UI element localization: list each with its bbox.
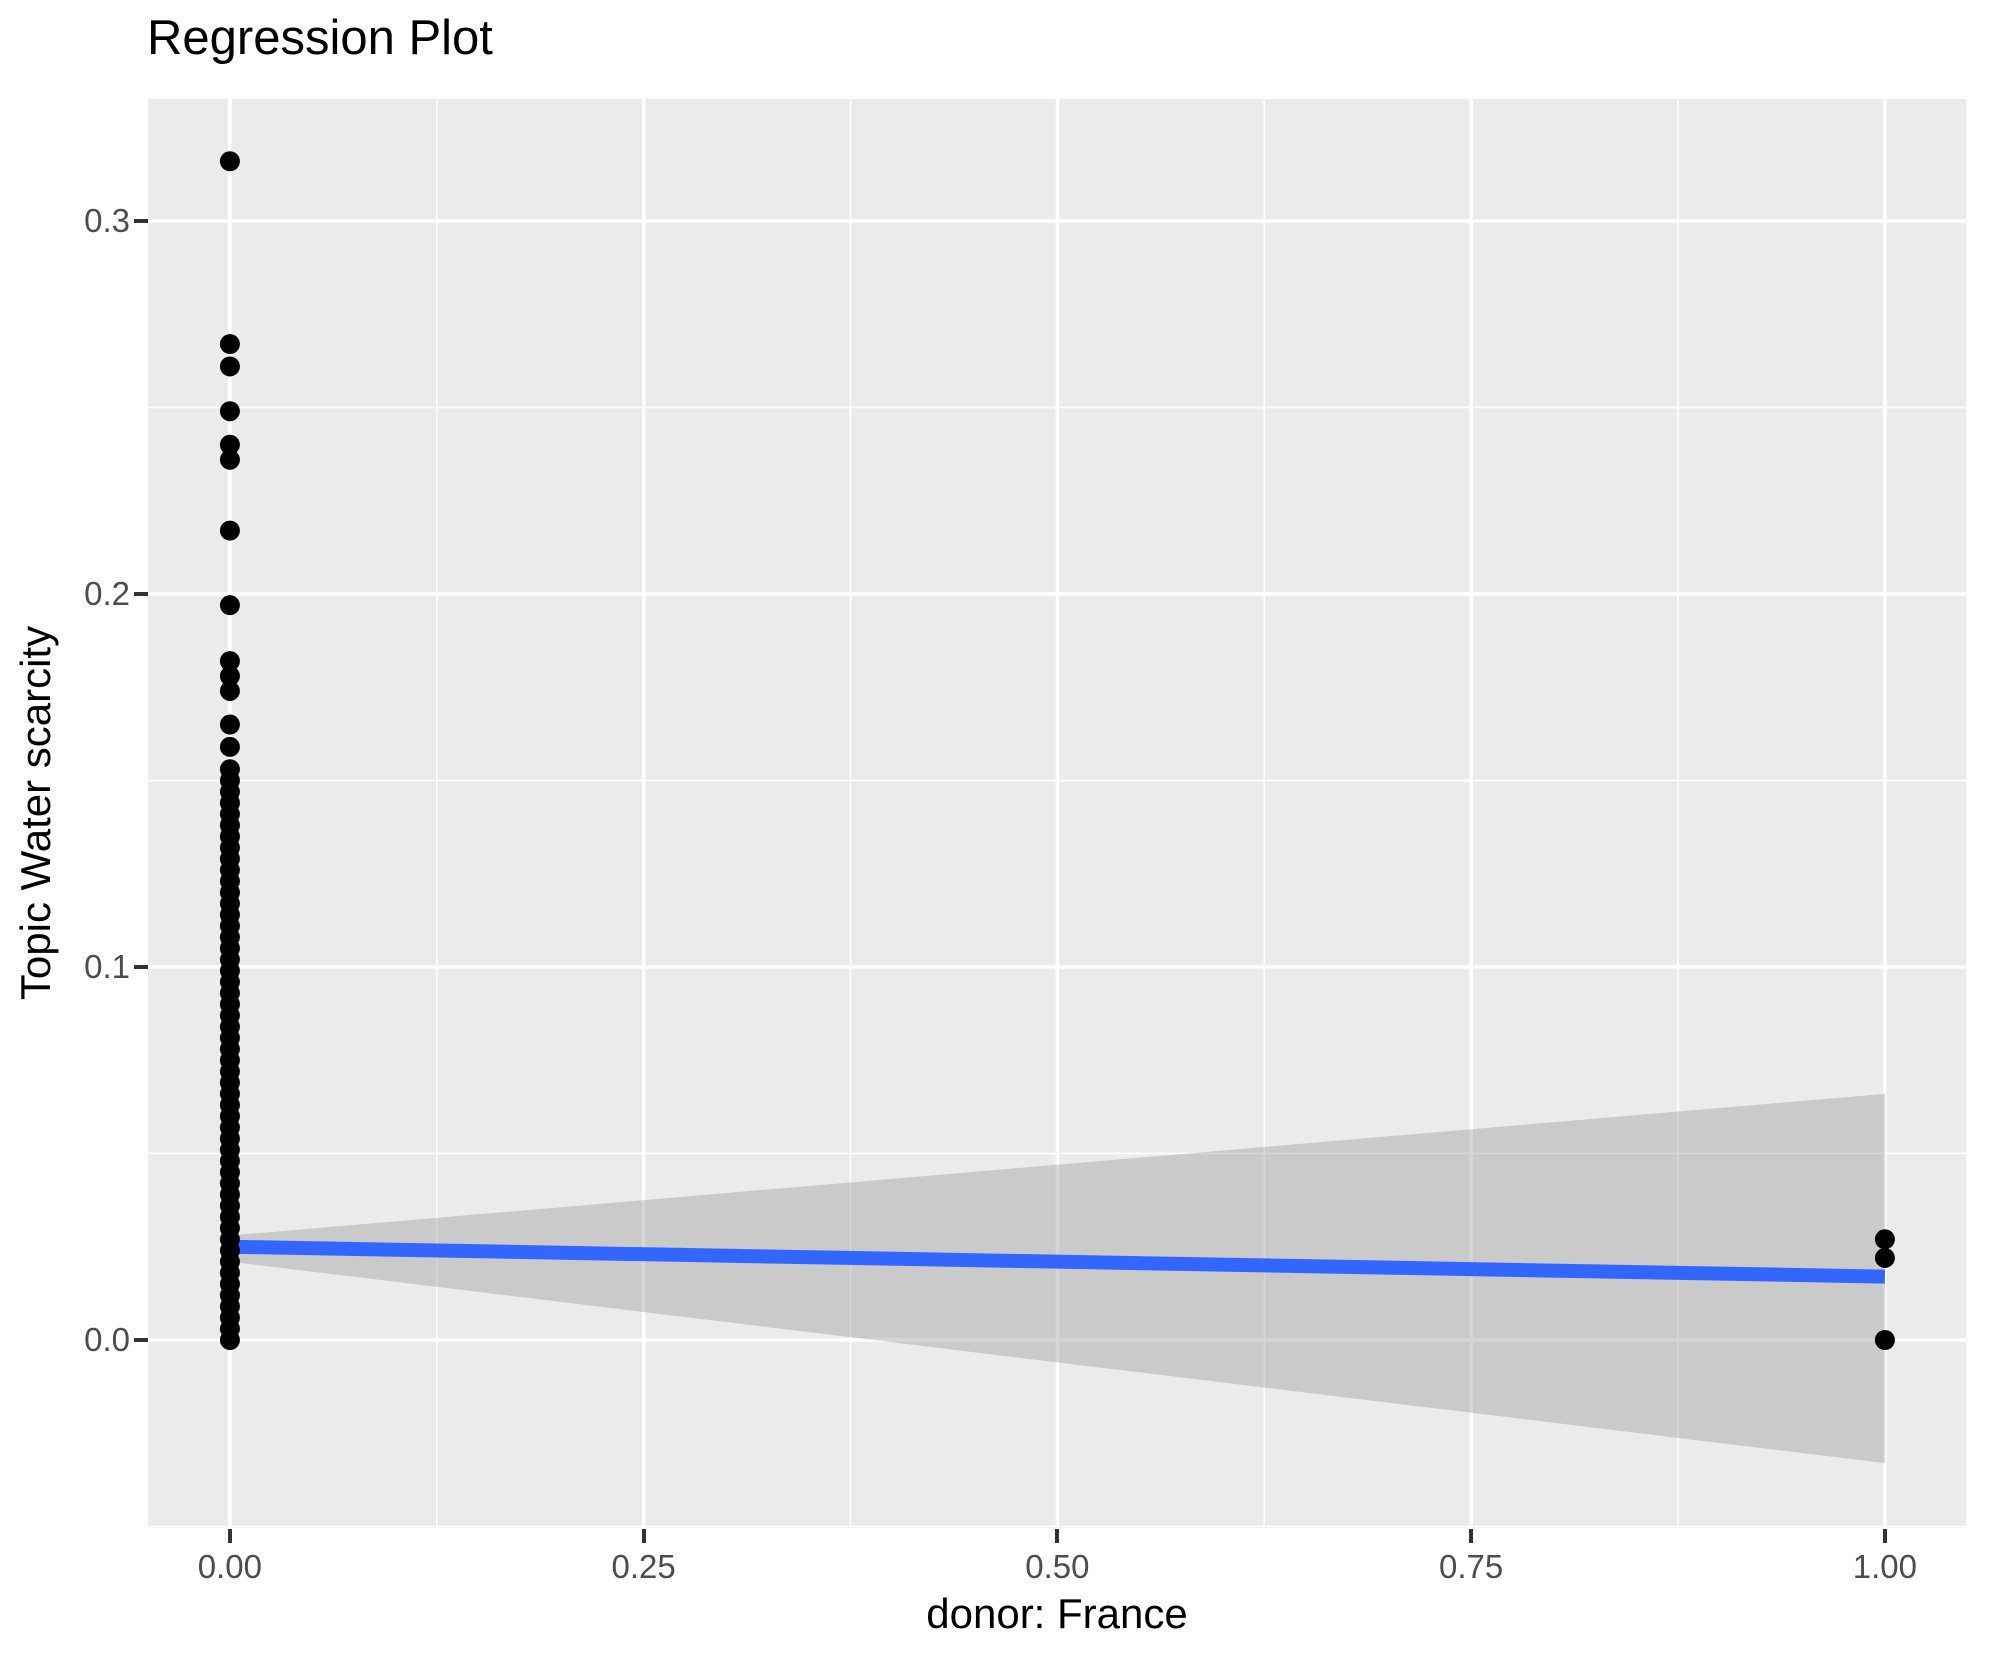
y-tick-label: 0.3 — [84, 201, 130, 239]
data-point — [1874, 1229, 1895, 1250]
data-point — [219, 651, 240, 672]
y-tick-label: 0.2 — [84, 574, 130, 612]
data-point — [219, 449, 240, 470]
data-point — [219, 520, 240, 541]
y-tick-label: 0.1 — [84, 947, 130, 985]
x-tick-label: 0.75 — [1439, 1548, 1504, 1585]
y-axis-title: Topic Water scarcity — [12, 625, 59, 1001]
x-tick-mark — [641, 1529, 646, 1543]
data-point — [219, 595, 240, 616]
data-point — [219, 151, 240, 172]
y-tick-mark — [134, 964, 148, 969]
y-tick-mark — [134, 1338, 148, 1342]
plot-title: Regression Plot — [147, 11, 493, 65]
y-tick-mark — [134, 591, 148, 596]
x-tick-mark — [1055, 1529, 1060, 1543]
data-point — [219, 1330, 240, 1351]
x-tick-mark — [1469, 1529, 1474, 1543]
y-tick-label: 0.0 — [84, 1321, 130, 1358]
data-point — [219, 666, 240, 687]
data-point — [219, 680, 240, 701]
data-point — [219, 736, 240, 757]
x-axis-title: donor: France — [926, 1590, 1188, 1637]
x-tick-label: 0.25 — [611, 1548, 676, 1585]
data-point — [1874, 1247, 1895, 1268]
plot-panel — [148, 99, 1966, 1528]
data-point — [219, 334, 240, 355]
data-point — [1874, 1330, 1895, 1351]
x-tick-label: 0.00 — [197, 1548, 263, 1585]
x-tick-mark — [1882, 1529, 1887, 1543]
data-point — [219, 714, 240, 735]
data-point — [219, 434, 240, 455]
data-point — [219, 401, 240, 422]
x-tick-label: 1.00 — [1852, 1548, 1918, 1585]
confidence-band — [229, 1093, 1885, 1464]
data-point — [219, 356, 240, 377]
x-tick-mark — [227, 1529, 232, 1543]
y-tick-mark — [134, 218, 148, 223]
plot-area — [148, 99, 1966, 1528]
regression-line — [229, 1239, 1886, 1284]
x-tick-label: 0.50 — [1025, 1548, 1090, 1585]
